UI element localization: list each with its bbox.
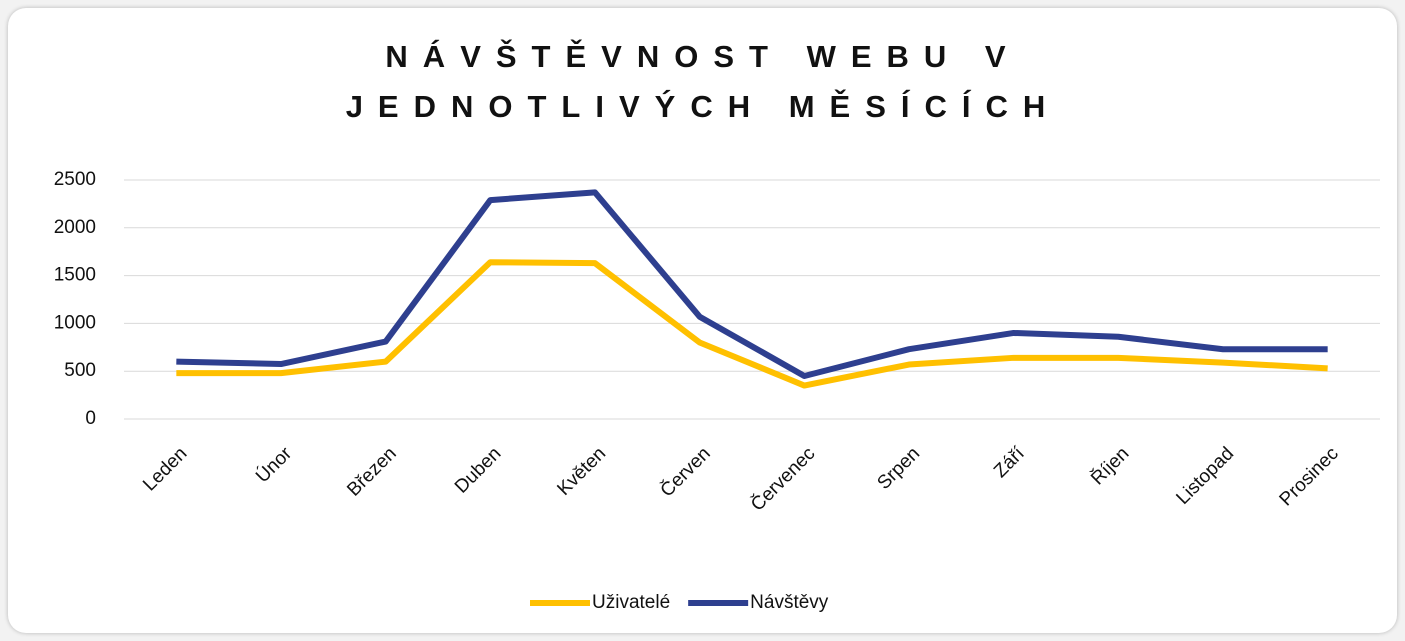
x-tick-label: Listopad (1172, 443, 1238, 509)
x-tick-label: Leden (139, 443, 191, 495)
legend-label: Uživatelé (592, 592, 670, 613)
chart-title: NÁVŠTĚVNOST WEBU V JEDNOTLIVÝCH MĚSÍCÍCH (345, 39, 1061, 124)
y-tick-label: 1500 (54, 265, 96, 286)
x-tick-label: Březen (343, 443, 400, 500)
x-tick-label: Únor (251, 442, 296, 487)
y-tick-label: 1000 (54, 312, 96, 333)
x-tick-label: Srpen (873, 443, 924, 494)
x-tick-label: Říjen (1086, 443, 1133, 490)
y-tick-label: 2500 (54, 169, 96, 190)
y-tick-label: 2000 (54, 217, 96, 238)
y-tick-label: 500 (64, 360, 96, 381)
series-line (176, 189, 1328, 379)
x-tick-label: Květen (553, 443, 610, 500)
x-tick-label: Červenec (746, 443, 819, 516)
series-line (176, 259, 1328, 389)
legend-label: Návštěvy (750, 592, 829, 613)
x-tick-label: Duben (451, 443, 505, 497)
x-tick-label: Prosinec (1276, 443, 1343, 510)
x-tick-label: Červen (656, 443, 715, 502)
y-tick-label: 0 (85, 408, 96, 429)
x-tick-label: Září (990, 443, 1029, 482)
